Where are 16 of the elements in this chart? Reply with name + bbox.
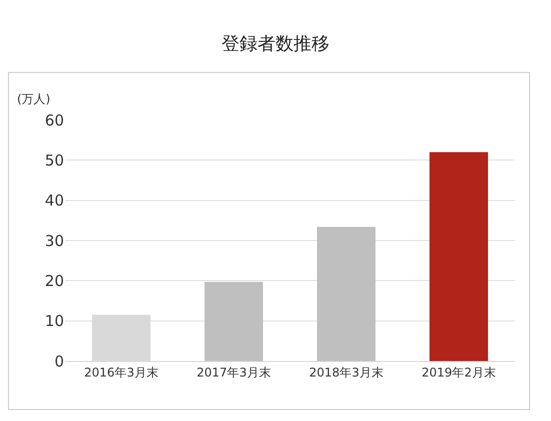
bar: [204, 282, 263, 361]
y-tick-label: 40: [44, 192, 64, 210]
y-tick-label: 60: [44, 111, 64, 130]
y-tick-label: 10: [44, 312, 64, 330]
x-tick-label: 2018年3月末: [309, 365, 384, 380]
y-tick-label: 20: [44, 272, 64, 290]
y-tick-label: 50: [44, 151, 64, 170]
x-tick-label: 2016年3月末: [84, 365, 158, 380]
y-tick-label: 0: [54, 352, 64, 370]
y-axis-title: (万人): [17, 92, 50, 106]
x-tick-label: 2019年2月末: [422, 365, 496, 380]
x-tick-label: 2017年3月末: [196, 365, 271, 380]
chart-title: 登録者数推移: [222, 33, 330, 54]
bar: [317, 226, 376, 361]
y-tick-label: 30: [44, 232, 64, 250]
bar: [430, 152, 488, 361]
